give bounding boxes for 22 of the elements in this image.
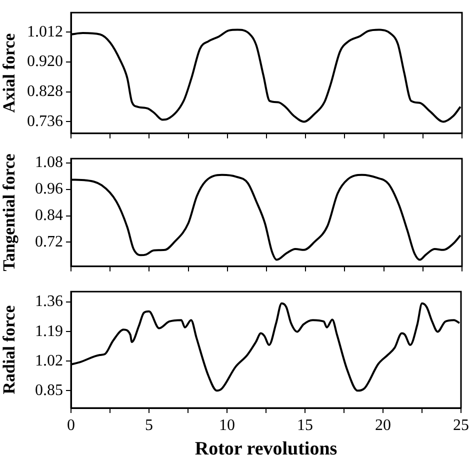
x-axis-title: Rotor revolutions: [194, 438, 338, 460]
y-tick-label: 0.72: [35, 233, 63, 250]
x-tick-label: 15: [297, 416, 313, 434]
x-tick-label: 5: [145, 416, 153, 434]
y-tick-label: 1.012: [27, 23, 63, 40]
x-tick-label: 10: [219, 416, 235, 434]
y-axis-title: Radial force: [0, 304, 19, 394]
y-tick-label: 0.96: [35, 180, 63, 198]
x-tick-label: 25: [453, 416, 469, 434]
y-tick-label: 0.84: [35, 207, 63, 224]
y-tick-label: 0.920: [27, 53, 63, 70]
y-axis-title: Tangential force: [0, 153, 19, 272]
y-tick-label: 0.828: [27, 83, 63, 100]
x-tick-label: 0: [67, 416, 75, 434]
y-tick-label: 1.19: [35, 322, 63, 340]
y-tick-label: 0.85: [35, 382, 63, 399]
x-tick-label: 20: [375, 416, 391, 434]
y-tick-label: 1.02: [35, 352, 63, 370]
y-tick-label: 1.08: [35, 154, 63, 172]
y-tick-label: 0.736: [27, 112, 63, 130]
y-axis-title: Axial force: [0, 32, 19, 113]
y-tick-label: 1.36: [35, 293, 63, 310]
